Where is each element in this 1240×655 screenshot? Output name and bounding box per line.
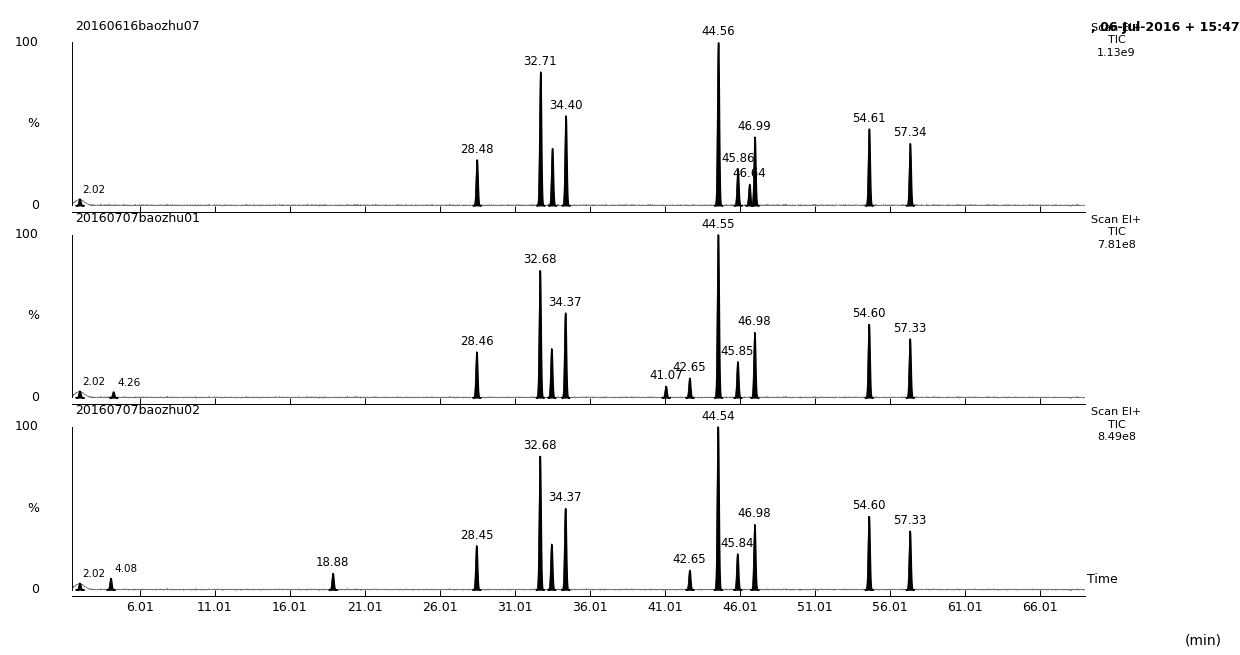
- Text: 32.71: 32.71: [523, 55, 557, 67]
- Text: %: %: [27, 310, 38, 322]
- Text: 20160707baozhu01: 20160707baozhu01: [74, 212, 200, 225]
- Text: 46.98: 46.98: [738, 315, 771, 328]
- Text: 42.65: 42.65: [673, 553, 707, 566]
- Text: %: %: [27, 117, 38, 130]
- Text: 28.48: 28.48: [460, 143, 494, 156]
- Text: 2.02: 2.02: [82, 377, 105, 387]
- Text: %: %: [27, 502, 38, 515]
- Text: 18.88: 18.88: [316, 556, 350, 569]
- Text: 54.60: 54.60: [852, 307, 885, 320]
- Text: 100: 100: [15, 36, 38, 49]
- Text: 4.26: 4.26: [117, 378, 140, 388]
- Text: 4.08: 4.08: [114, 564, 138, 574]
- Text: 44.56: 44.56: [702, 26, 735, 39]
- Text: 0: 0: [31, 583, 38, 596]
- Text: 32.68: 32.68: [523, 439, 557, 452]
- Text: 32.68: 32.68: [523, 253, 557, 267]
- Text: 57.33: 57.33: [893, 514, 926, 527]
- Text: 0: 0: [31, 198, 38, 212]
- Text: 20160707baozhu02: 20160707baozhu02: [74, 404, 200, 417]
- Text: Scan EI+
TIC
1.13e9: Scan EI+ TIC 1.13e9: [1091, 23, 1142, 58]
- Text: Scan EI+
TIC
8.49e8: Scan EI+ TIC 8.49e8: [1091, 407, 1142, 442]
- Text: 44.55: 44.55: [702, 217, 735, 231]
- Text: 54.61: 54.61: [852, 112, 885, 124]
- Text: 41.07: 41.07: [649, 369, 683, 382]
- Text: 57.33: 57.33: [893, 322, 926, 335]
- Text: 46.98: 46.98: [738, 508, 771, 520]
- Text: Scan EI+
TIC
7.81e8: Scan EI+ TIC 7.81e8: [1091, 215, 1142, 250]
- Text: 28.45: 28.45: [460, 529, 494, 542]
- Text: 44.54: 44.54: [701, 409, 735, 422]
- Text: 100: 100: [15, 421, 38, 433]
- Text: 34.40: 34.40: [549, 99, 583, 111]
- Text: 54.60: 54.60: [852, 499, 885, 512]
- Text: 46.99: 46.99: [738, 120, 771, 133]
- Text: 20160616baozhu07: 20160616baozhu07: [74, 20, 200, 33]
- Text: , 06-Jul-2016 + 15:47:17: , 06-Jul-2016 + 15:47:17: [1091, 21, 1240, 34]
- Text: 0: 0: [31, 391, 38, 404]
- Text: Time: Time: [1087, 573, 1118, 586]
- Text: 45.84: 45.84: [720, 536, 754, 550]
- Text: 2.02: 2.02: [82, 185, 105, 195]
- Text: 28.46: 28.46: [460, 335, 494, 348]
- Text: 45.86: 45.86: [720, 153, 754, 165]
- Text: 46.64: 46.64: [733, 167, 766, 180]
- Text: 34.37: 34.37: [548, 491, 582, 504]
- Text: 57.34: 57.34: [893, 126, 926, 140]
- Text: 45.85: 45.85: [720, 345, 754, 358]
- Text: 34.37: 34.37: [548, 295, 582, 309]
- Text: 2.02: 2.02: [82, 569, 105, 579]
- Text: 100: 100: [15, 228, 38, 241]
- Text: 42.65: 42.65: [673, 361, 707, 374]
- Text: (min): (min): [1184, 633, 1221, 647]
